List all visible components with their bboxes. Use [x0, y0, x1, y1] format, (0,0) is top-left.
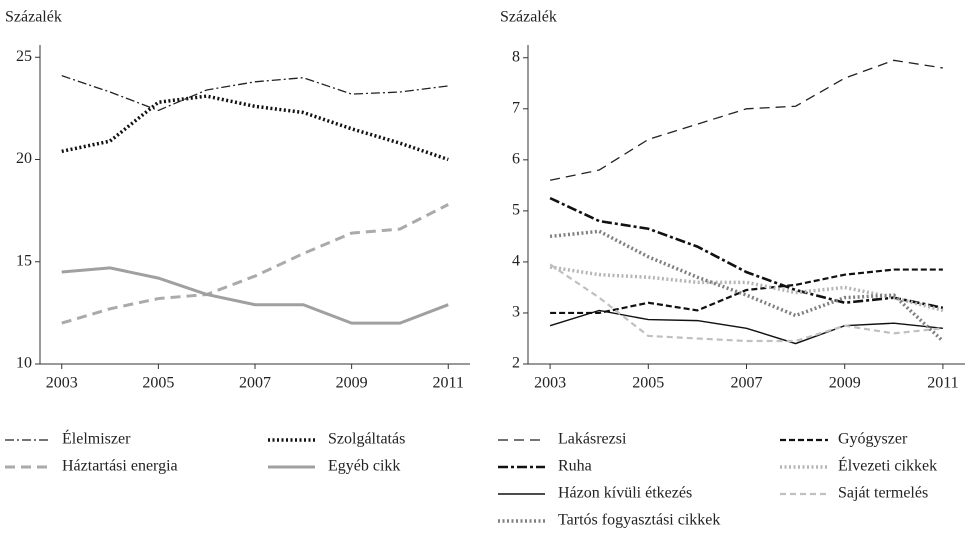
y-tick-label: 15 — [16, 252, 32, 269]
series-line — [549, 309, 943, 345]
y-tick-label: 4 — [512, 253, 520, 270]
y-tick-label: 25 — [16, 48, 32, 65]
x-tick-label: 2009 — [829, 375, 861, 392]
legend-label: Élvezeti cikkek — [838, 456, 937, 475]
y-tick-label: 10 — [16, 355, 32, 372]
x-tick-label: 2007 — [239, 375, 271, 392]
y-tick-label: 20 — [16, 150, 32, 167]
y-tick-label: 8 — [512, 48, 520, 65]
legend-label: Háztartási energia — [62, 458, 178, 475]
series-line — [549, 229, 945, 343]
legend-label: Ruha — [558, 458, 592, 475]
legend-label: Lakásrezsi — [558, 431, 627, 448]
y-axis-label: Százalék — [500, 9, 557, 26]
series-line — [61, 266, 449, 325]
legend-label: Szolgáltatás — [328, 431, 405, 448]
y-tick-label: 2 — [512, 355, 520, 372]
legend-label: Saját termelés — [838, 485, 928, 502]
x-tick-label: 2011 — [433, 375, 464, 392]
series-line — [550, 268, 943, 315]
x-tick-label: 2005 — [142, 375, 174, 392]
series-line — [61, 94, 449, 162]
series-line — [549, 265, 944, 313]
x-tick-label: 2005 — [632, 375, 664, 392]
series-line — [549, 196, 944, 310]
y-tick-label: 5 — [512, 202, 520, 219]
y-tick-label: 7 — [512, 99, 520, 116]
x-tick-label: 2003 — [534, 375, 566, 392]
series-line — [61, 203, 449, 325]
series-line — [549, 59, 944, 181]
legend-label: Gyógyszer — [838, 431, 908, 448]
x-tick-label: 2011 — [927, 375, 958, 392]
x-tick-label: 2009 — [336, 375, 368, 392]
legend-label: Egyéb cikk — [328, 458, 400, 475]
x-tick-label: 2003 — [46, 375, 78, 392]
y-tick-label: 3 — [512, 304, 520, 321]
x-tick-label: 2007 — [731, 375, 763, 392]
y-axis-label: Százalék — [5, 9, 62, 26]
y-tick-label: 6 — [512, 151, 520, 168]
legend-label: Tartós fogyasztási cikkek — [558, 512, 720, 529]
series-line — [549, 263, 944, 343]
legend-label: Házon kívüli étkezés — [558, 485, 692, 502]
legend-label: Élelmiszer — [62, 429, 131, 448]
series-line — [61, 75, 449, 112]
